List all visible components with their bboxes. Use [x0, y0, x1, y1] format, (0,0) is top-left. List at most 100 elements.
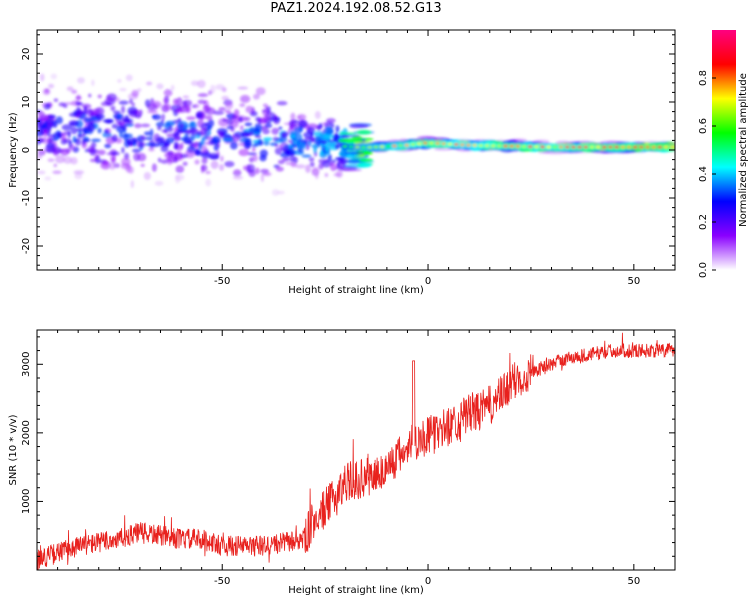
spectrogram-cell	[116, 125, 126, 133]
spectrogram-cell	[316, 125, 321, 132]
spectrogram-cell	[259, 154, 267, 162]
spectrogram-cell	[37, 140, 41, 146]
spectrogram-cell	[110, 105, 116, 111]
spectrogram-cell	[262, 172, 272, 177]
spectrogram-cell	[91, 138, 101, 143]
spectrogram-cell	[74, 137, 82, 146]
spectrogram-cell	[66, 86, 74, 92]
spectrogram-cell	[150, 100, 162, 109]
spectrogram-cell	[255, 167, 260, 175]
spectrogram-cell	[41, 121, 48, 130]
spectrogram-cell	[37, 128, 45, 137]
spectrogram-cell	[161, 113, 165, 121]
spectrogram-cell	[206, 124, 213, 130]
x-tick-label: -50	[214, 576, 230, 587]
spectrogram-cell	[218, 107, 227, 111]
spectrogram-cell	[259, 140, 264, 146]
spectrogram-cell	[172, 131, 179, 138]
spectrogram-cell	[122, 118, 130, 123]
spectrogram-cell	[121, 105, 126, 114]
spectrogram-cell	[37, 170, 46, 175]
spectrogram-cell	[262, 128, 270, 135]
spectrogram-cell	[106, 93, 117, 102]
spectrogram-cell	[201, 157, 208, 164]
spectrogram-cell	[279, 142, 289, 151]
spectrogram-cell	[87, 145, 95, 154]
spectrogram-cell	[291, 134, 296, 138]
spectrogram-cell	[285, 151, 296, 156]
spectrogram-cell	[201, 145, 208, 154]
spectrogram-cell	[208, 140, 215, 146]
spectrogram-cell	[334, 143, 340, 150]
spectrogram-cell	[149, 128, 154, 138]
spectrogram-cell	[65, 147, 72, 154]
spectrogram-cell	[182, 161, 188, 166]
x-tick-label: 0	[425, 276, 431, 287]
spectrogram-cell	[252, 154, 258, 162]
spectrogram-cell	[157, 157, 162, 163]
spectrogram-cell	[221, 95, 230, 101]
y-tick-label: 2000	[21, 420, 32, 445]
spectrogram-cell	[163, 97, 168, 105]
spectrogram-cell	[271, 127, 280, 135]
spectrogram-cell	[50, 73, 58, 80]
spectrogram-cell	[244, 137, 253, 147]
spectrogram-cell	[265, 106, 269, 114]
spectrogram-cell	[314, 172, 319, 180]
spectrogram-cell	[176, 128, 187, 134]
spectrogram-cell	[123, 123, 135, 127]
spectrogram-cell	[117, 79, 122, 83]
snr-y-axis-label: SNR (10 * v/v)	[8, 414, 19, 485]
spectrogram-cell	[339, 134, 361, 138]
spectrogram-cell	[43, 136, 48, 144]
spectrogram-cell	[199, 127, 208, 136]
spectrogram-cell	[311, 143, 320, 149]
x-tick-label: 0	[425, 576, 431, 587]
spectrogram-cell	[233, 108, 240, 118]
spectrogram-cell	[143, 131, 151, 136]
spectrogram-cell	[246, 163, 256, 173]
colorbar-tick-label: 0.8	[698, 70, 709, 86]
spectrogram-x-ticks: -50 0 50	[36, 30, 676, 287]
spectrogram-cell	[52, 119, 58, 128]
spectrogram-cell	[58, 102, 66, 107]
spectrogram-cell	[76, 106, 81, 115]
spectrogram-cell	[170, 84, 175, 91]
spectrogram-cell	[194, 149, 201, 156]
spectrogram-cell	[192, 103, 200, 109]
spectrogram-cell	[359, 158, 374, 162]
colorbar-strip	[712, 30, 736, 270]
spectrogram-cell	[273, 116, 281, 125]
spectrogram-cell	[255, 87, 266, 96]
spectrogram-cell	[217, 131, 224, 136]
spectrogram-cell	[87, 122, 96, 132]
spectrogram-cell	[314, 111, 321, 120]
spectrogram-cell	[225, 101, 234, 110]
spectrogram-cell	[37, 118, 42, 125]
spectrogram-cell	[293, 156, 298, 164]
spectrogram-cell	[271, 136, 280, 142]
spectrogram-cell	[325, 127, 333, 136]
spectrogram-cell	[262, 137, 273, 142]
spectrogram-cell	[173, 145, 178, 150]
spectrogram-cell	[327, 139, 338, 143]
spectrogram-cell	[276, 100, 288, 106]
spectrogram-cell	[254, 134, 262, 139]
spectrogram-cell	[210, 84, 216, 94]
spectrogram-cell	[163, 128, 168, 134]
spectrogram-cell	[166, 156, 177, 163]
spectrogram-cell	[232, 175, 244, 180]
spectrogram-cell	[224, 161, 235, 168]
y-tick-label: 0	[21, 147, 32, 153]
spectrogram-cell	[148, 147, 155, 152]
spectrogram-cell	[215, 84, 225, 91]
spectrogram-cell	[82, 126, 89, 135]
spectrogram-cell	[182, 95, 190, 99]
spectrogram-cell	[296, 141, 306, 150]
spectrogram-cell	[240, 95, 251, 103]
spectrogram-cell	[146, 81, 153, 86]
snr-y-ticks: 1000 2000 3000	[21, 336, 675, 557]
spectrogram-cell	[434, 147, 453, 151]
snr-x-axis-label: Height of straight line (km)	[288, 585, 424, 596]
spectrogram-cell	[109, 162, 116, 170]
